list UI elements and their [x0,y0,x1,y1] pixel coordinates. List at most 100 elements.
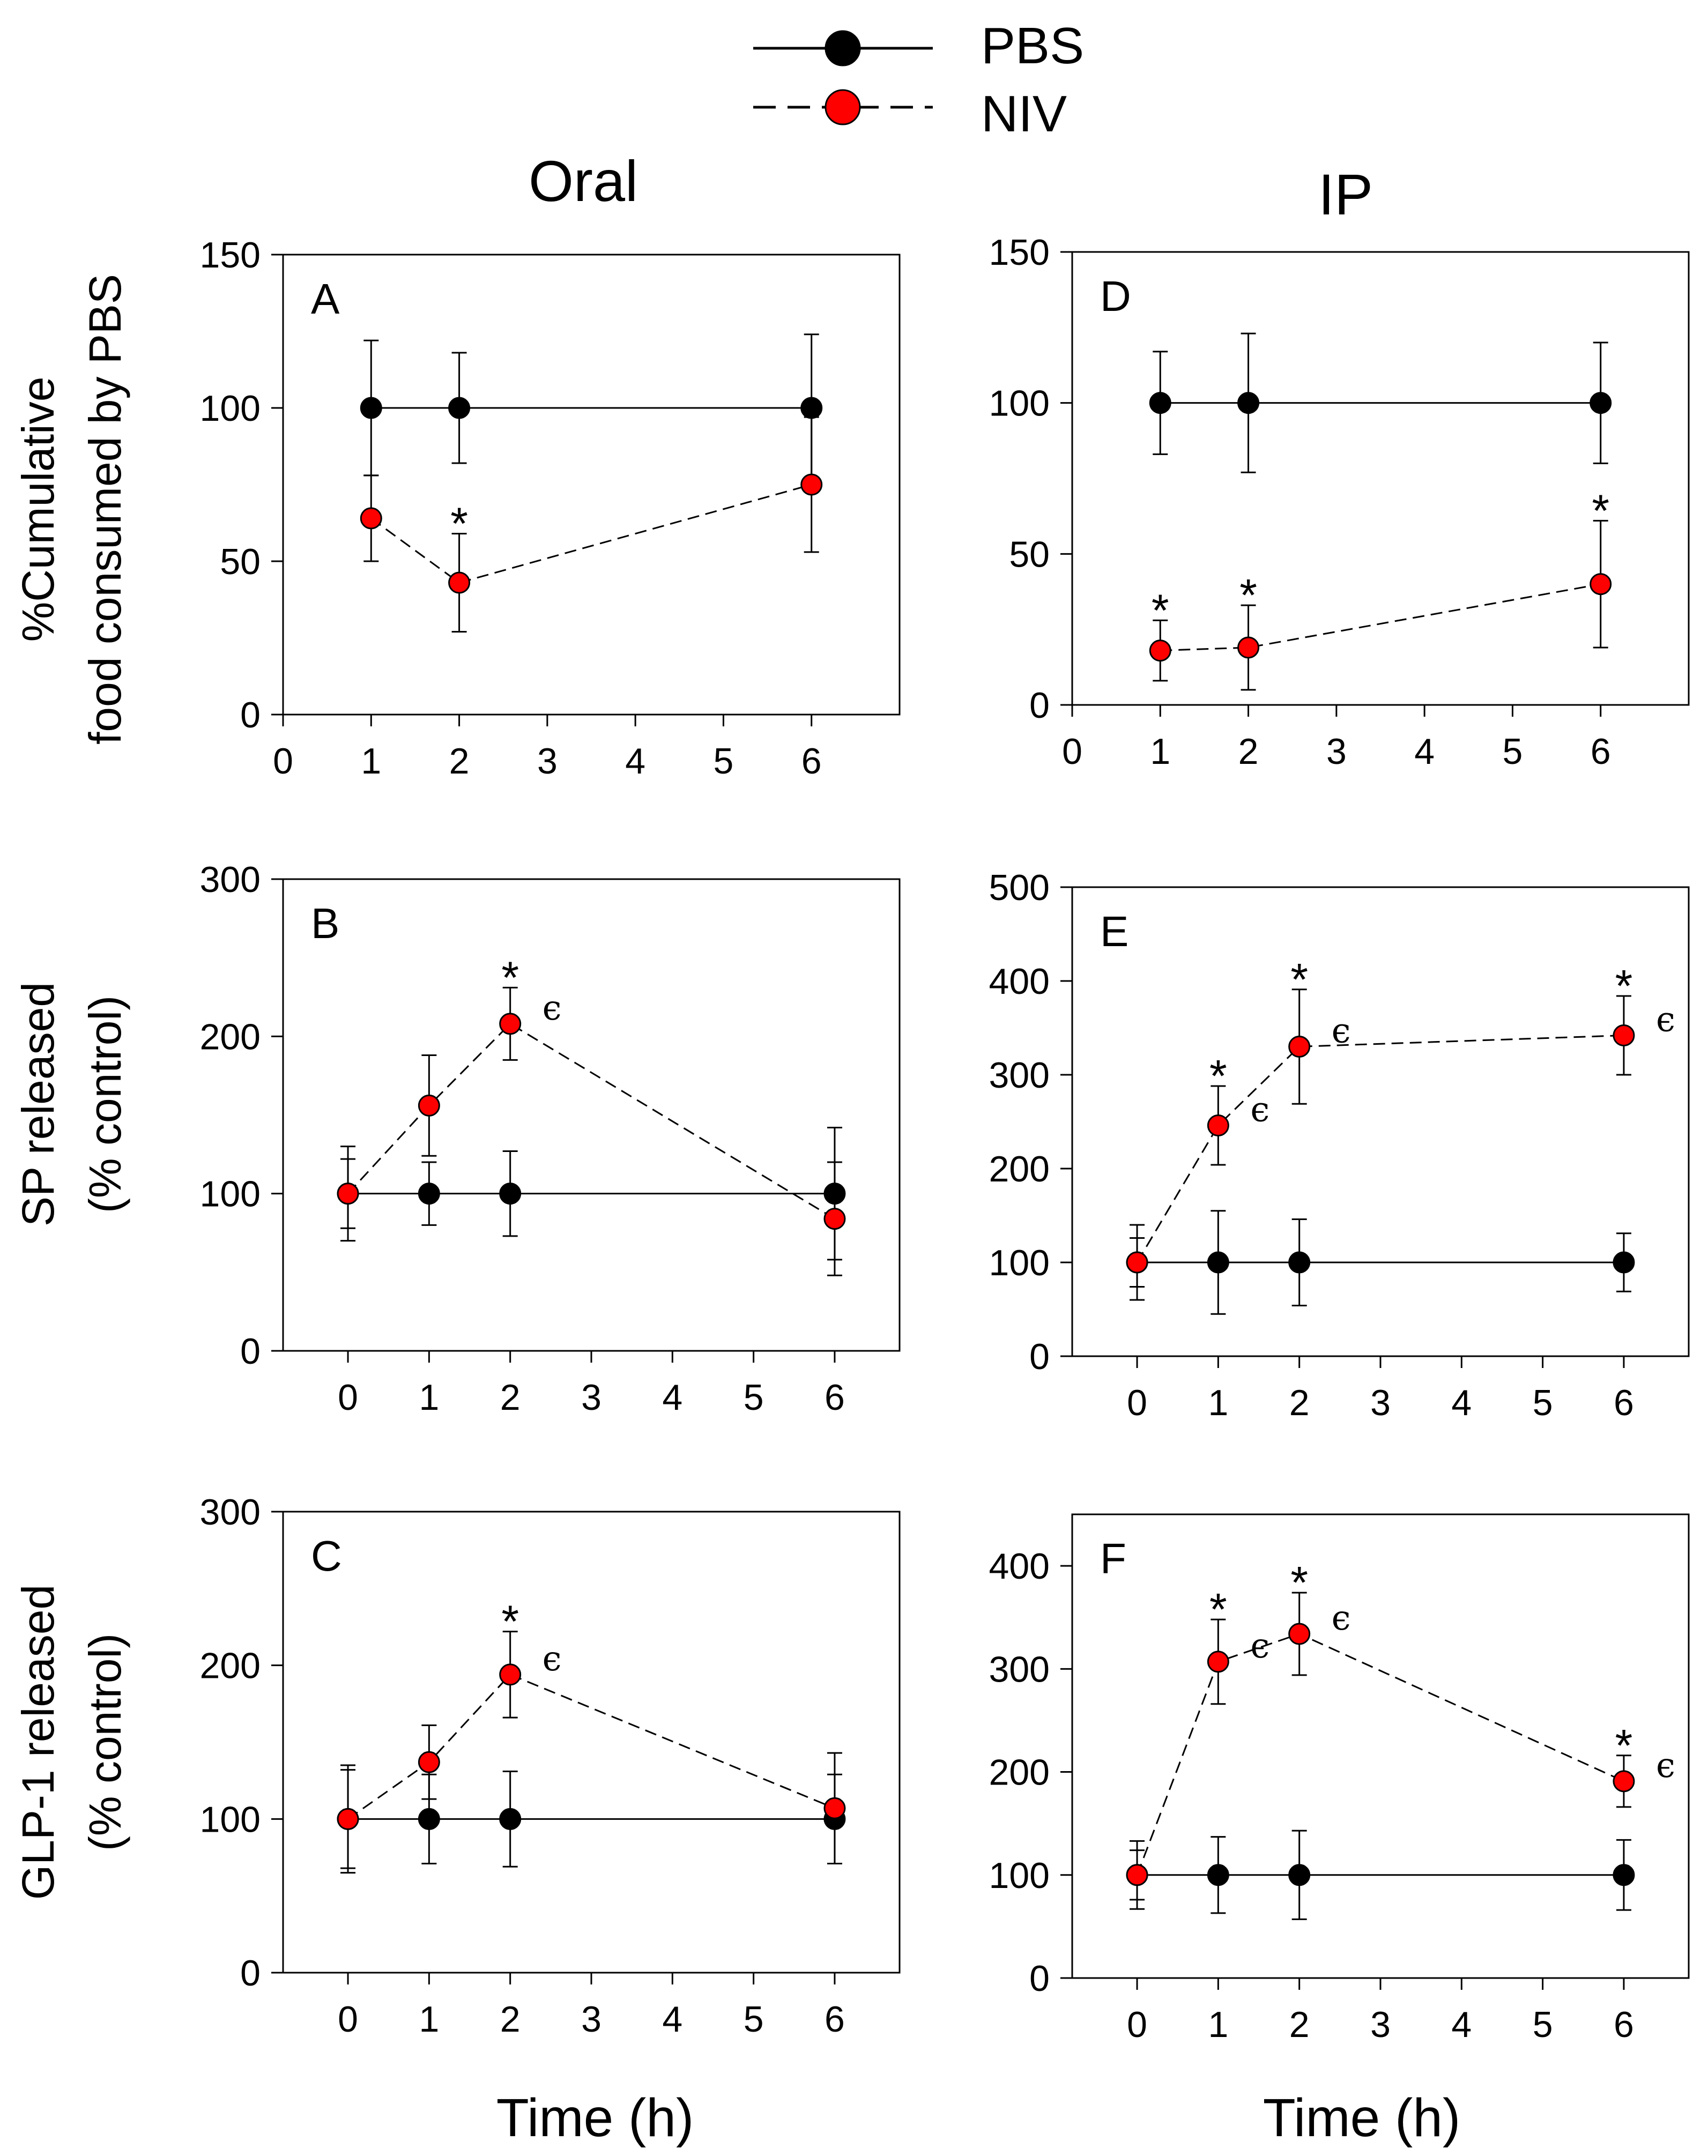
data-point-niv-f [1126,1864,1148,1886]
plot-frame-d [1071,251,1690,706]
data-point-pbs-b [418,1183,440,1205]
legend-pbs-label: PBS [981,17,1084,75]
x-tick-label-b: 2 [500,1377,521,1418]
data-point-pbs-d [1237,392,1260,414]
x-tick-label-b: 6 [825,1377,845,1418]
panel-letter-d: D [1100,272,1131,320]
data-point-pbs-e [1288,1251,1311,1274]
data-point-pbs-c [418,1808,440,1830]
data-point-pbs-d [1149,392,1171,414]
x-tick-label-f: 0 [1127,2004,1147,2045]
data-point-pbs-a [800,397,823,419]
panel-f: 0 100 200 300 400 0 1 2 3 4 5 6 F * ϵ * ϵ * ϵ [989,1513,1690,2045]
series-line-niv-a [370,484,812,584]
x-tick-label-d: 2 [1238,731,1259,772]
row-label-sp: SP released (% control) [13,982,130,1226]
significance-star-b: * [501,952,519,1002]
x-tick-label-d: 4 [1414,731,1435,772]
x-tick-label-f: 2 [1289,2004,1310,2045]
x-tick-label-f: 6 [1614,2004,1634,2045]
significance-star-c: * [501,1596,519,1647]
data-point-niv-e [1613,1024,1635,1046]
significance-epsilon-b: ϵ [543,988,562,1028]
x-tick-label-b: 1 [419,1377,439,1418]
data-point-niv-a [360,507,382,530]
x-tick-label-a: 5 [714,741,734,782]
xaxis-title-oral: Time (h) [496,2088,694,2148]
data-point-pbs-f [1613,1864,1635,1886]
data-point-niv-d [1237,636,1260,659]
y-tick-label-b: 300 [200,859,261,900]
y-tick-label-d: 50 [1009,534,1050,575]
row-label-food-line1: %Cumulative [13,377,63,642]
x-tick-label-a: 3 [537,741,558,782]
data-point-pbs-f [1207,1864,1229,1886]
x-tick-label-e: 2 [1289,1382,1310,1423]
x-tick-label-b: 3 [581,1377,601,1418]
significance-star-a: * [450,499,468,549]
x-tick-label-e: 1 [1208,1382,1228,1423]
y-tick-label-e: 0 [1029,1336,1050,1377]
y-tick-label-c: 100 [200,1799,261,1840]
panel-e: 0 100 200 300 400 500 0 1 2 3 4 5 6 E * ϵ * ϵ * ϵ [989,867,1690,1423]
y-tick-label-d: 100 [989,383,1050,424]
data-point-niv-c [823,1797,846,1819]
y-tick-label-e: 200 [989,1149,1050,1189]
column-title-oral: Oral [529,148,638,213]
significance-star-f: * [1290,1557,1308,1608]
panel-letter-a: A [311,275,340,323]
y-tick-label-f: 0 [1029,1958,1050,1999]
series-line-niv-e [1136,1035,1624,1263]
x-tick-label-e: 0 [1127,1382,1147,1423]
y-tick-label-d: 150 [989,232,1050,273]
legend-pbs-marker [825,30,861,66]
y-tick-label-d: 0 [1029,685,1050,726]
significance-epsilon-c: ϵ [543,1639,562,1679]
significance-epsilon-e: ϵ [1656,1000,1675,1040]
data-point-niv-d [1590,573,1612,596]
x-tick-label-e: 6 [1614,1382,1634,1423]
y-tick-label-b: 0 [240,1331,261,1372]
data-point-niv-a [448,571,471,594]
significance-star-d: * [1152,585,1169,635]
x-tick-label-d: 5 [1503,731,1523,772]
column-title-ip: IP [1318,162,1373,227]
row-label-glp1-line1: GLP-1 released [13,1585,63,1900]
y-tick-label-f: 300 [989,1649,1050,1690]
series-line-niv-b [347,1022,835,1220]
data-point-niv-f [1288,1623,1311,1645]
x-tick-label-f: 1 [1208,2004,1228,2045]
x-tick-label-d: 1 [1150,731,1170,772]
data-point-pbs-a [448,397,471,419]
panel-letter-f: F [1100,1535,1126,1582]
legend-niv-marker [825,89,861,125]
series-line-niv-c [347,1674,835,1820]
significance-epsilon-f: ϵ [1250,1626,1269,1666]
x-tick-label-a: 1 [361,741,381,782]
data-point-niv-b [337,1183,359,1205]
data-point-niv-b [823,1208,846,1230]
panel-letter-c: C [311,1532,342,1580]
series-line-niv-f [1136,1633,1624,1876]
row-label-sp-line2: (% control) [80,995,130,1213]
x-tick-label-c: 2 [500,1999,521,2040]
panel-c: 0 100 200 300 0 1 2 3 4 5 6 C * ϵ [200,1492,901,2040]
data-point-pbs-c [499,1808,522,1830]
data-point-niv-e [1126,1251,1148,1274]
row-label-food-line2: food consumed by PBS [80,274,130,745]
significance-epsilon-e: ϵ [1332,1012,1351,1051]
x-tick-label-a: 4 [625,741,645,782]
plot-frame-e [1071,886,1690,1357]
data-point-niv-e [1288,1036,1311,1058]
y-tick-label-c: 0 [240,1953,261,1994]
x-tick-label-f: 4 [1451,2004,1472,2045]
y-tick-label-e: 400 [989,961,1050,1002]
xaxis-title-ip: Time (h) [1263,2088,1461,2148]
panel-letter-b: B [311,899,339,947]
row-label-food: %Cumulative food consumed by PBS [13,274,130,745]
x-tick-label-d: 0 [1062,731,1082,772]
data-point-pbs-f [1288,1864,1311,1886]
x-tick-label-d: 6 [1591,731,1611,772]
y-tick-label-b: 200 [200,1016,261,1057]
